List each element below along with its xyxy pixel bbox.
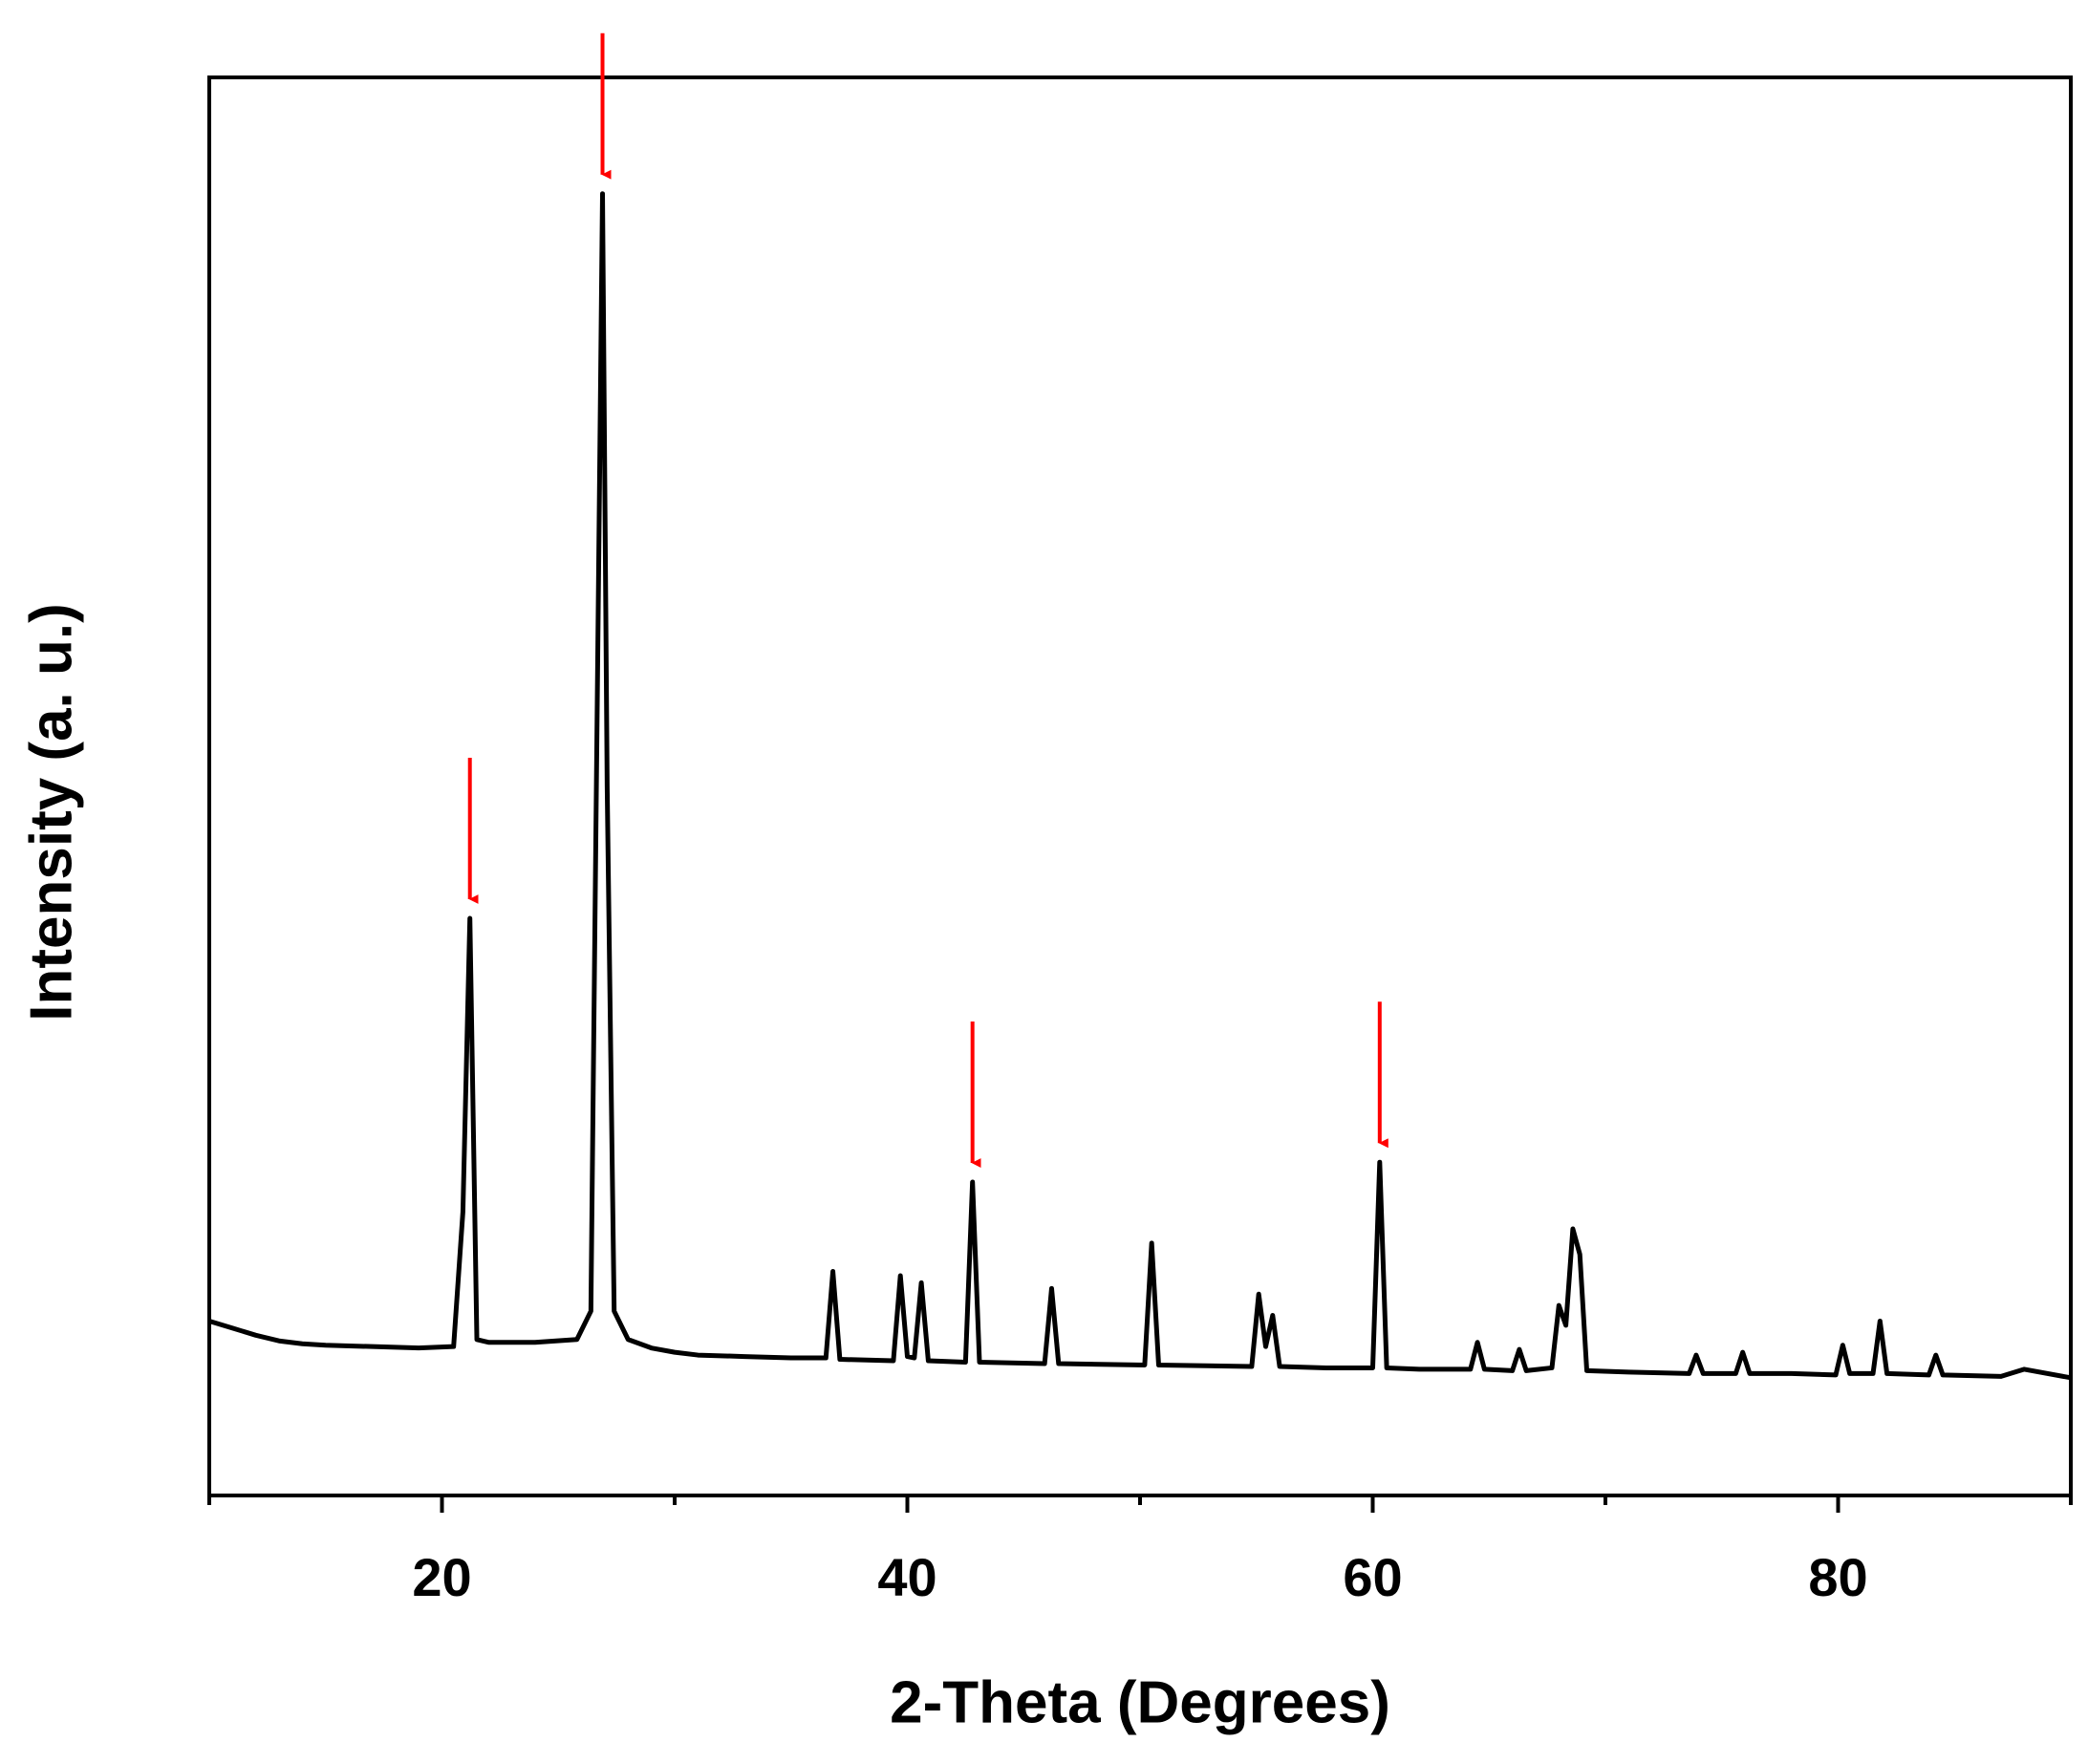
- x-tick-label: 80: [1808, 1547, 1867, 1607]
- plot-frame: [207, 75, 2073, 1497]
- x-tick-label: 40: [877, 1547, 936, 1607]
- data-line: [208, 191, 2072, 1381]
- x-axis-title: 2-Theta (Degrees): [890, 1669, 1390, 1735]
- y-axis-title: Intensity (a. u.): [18, 603, 84, 1021]
- x-tick-label: 60: [1343, 1547, 1402, 1607]
- x-tick-label: 20: [412, 1547, 471, 1607]
